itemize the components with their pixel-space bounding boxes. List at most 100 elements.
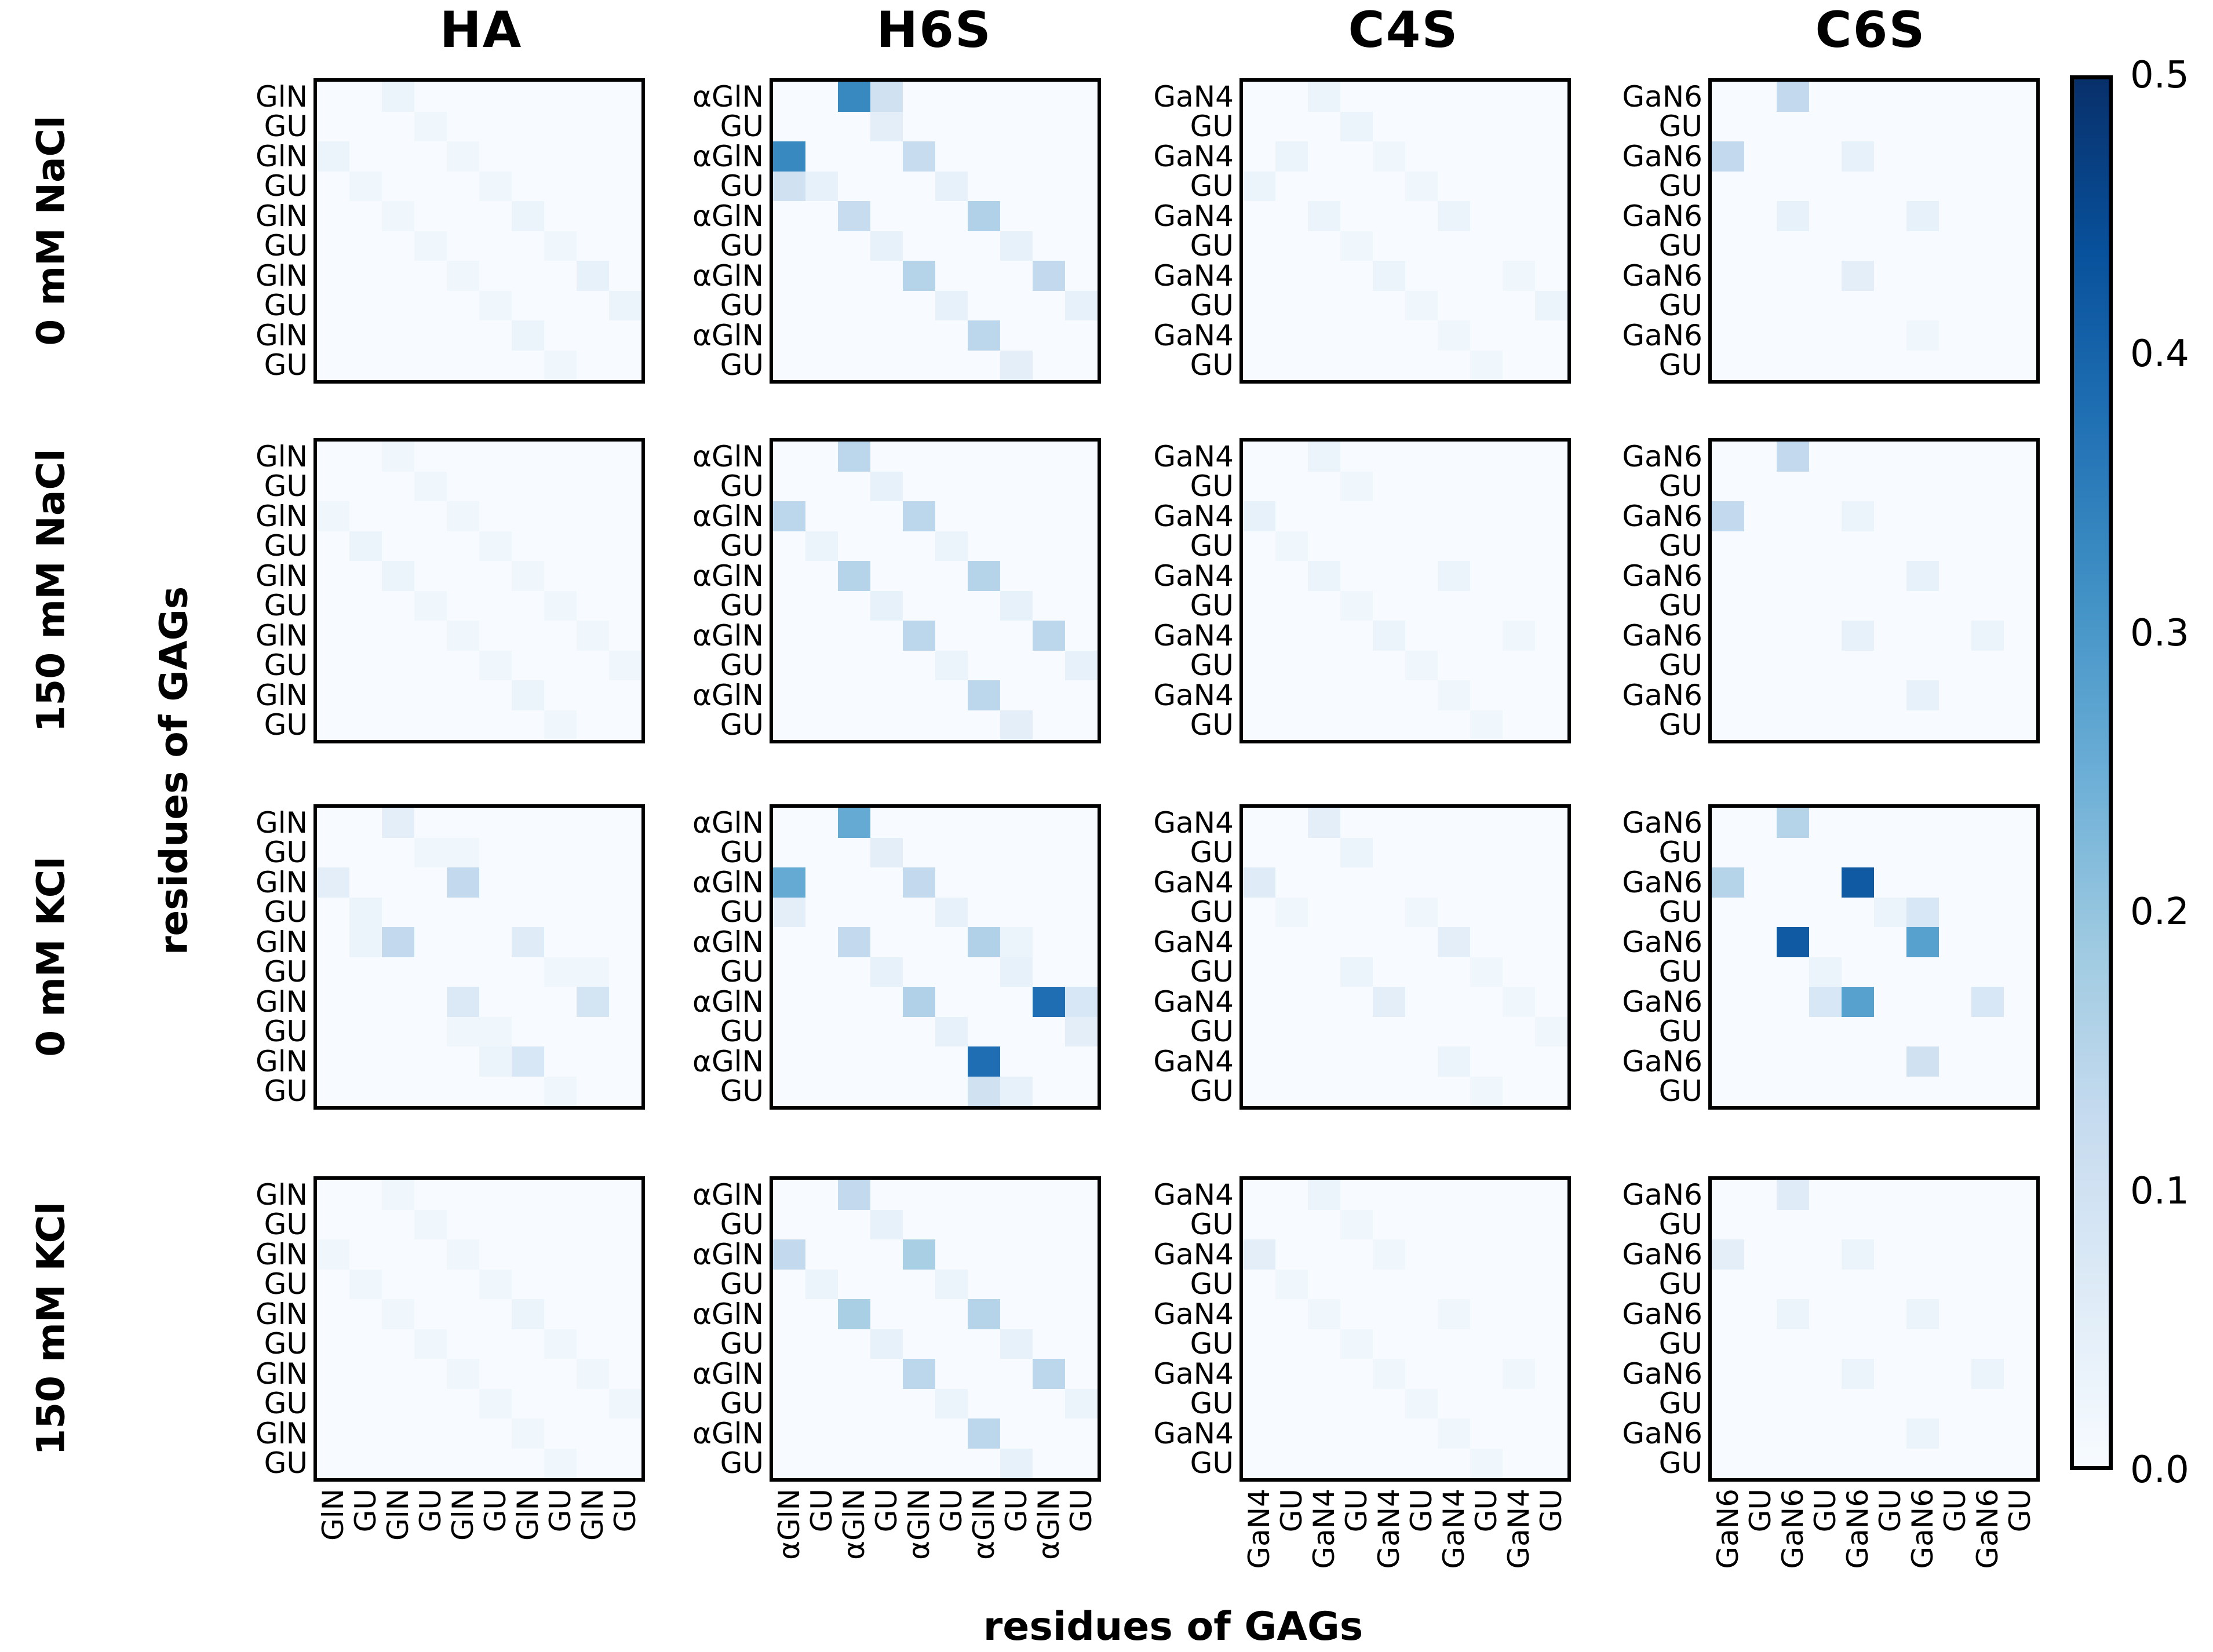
heatmap-cell — [382, 1359, 414, 1389]
heatmap-cell — [1340, 927, 1373, 957]
heatmap-cell — [577, 1239, 609, 1270]
heatmap-cell — [577, 957, 609, 987]
y-tick-label: GU — [264, 229, 308, 263]
heatmap-cell — [1744, 531, 1777, 561]
heatmap-cell — [1971, 290, 2004, 320]
heatmap-cell — [1438, 561, 1470, 591]
heatmap-cell — [1744, 290, 1777, 320]
heatmap-cell — [903, 680, 935, 710]
heatmap-cell — [1906, 1239, 1939, 1270]
heatmap-cell — [2004, 231, 2036, 261]
y-tick-label: GU — [720, 1015, 764, 1049]
heatmap-cell — [1712, 927, 1744, 957]
heatmap-cell — [1535, 261, 1567, 291]
heatmap-cell — [414, 442, 447, 472]
heatmap-cell — [1340, 1329, 1373, 1359]
heatmap-cell — [447, 1418, 479, 1449]
y-tick-label: GU — [264, 1267, 308, 1301]
heatmap-cell — [773, 957, 805, 987]
y-tick-label: GaN4 — [1153, 925, 1234, 959]
heatmap-cell — [1065, 1299, 1098, 1329]
heatmap-cell — [1906, 82, 1939, 112]
heatmap-cell — [447, 1329, 479, 1359]
heatmap-cell — [1971, 1329, 2004, 1359]
heatmap-cell — [773, 1180, 805, 1210]
y-tick-label: GU — [264, 648, 308, 683]
heatmap-cell — [1470, 621, 1503, 651]
heatmap-cell — [1470, 561, 1503, 591]
column-title-ha: HA — [439, 1, 523, 59]
heatmap-cell — [805, 1359, 838, 1389]
heatmap-cell — [317, 1239, 349, 1270]
heatmap-cell — [1340, 1269, 1373, 1299]
x-tick-label: GU — [1534, 1489, 1568, 1533]
heatmap-cell — [1373, 261, 1405, 291]
heatmap-cell — [1065, 201, 1098, 231]
heatmap-cell — [870, 171, 903, 201]
heatmap-cell — [1744, 1359, 1777, 1389]
heatmap-cell — [1809, 171, 1842, 201]
heatmap-cell — [1033, 501, 1065, 531]
heatmap-cell — [1874, 141, 1906, 172]
heatmap-cell — [1308, 290, 1340, 320]
heatmap-cell — [1971, 561, 2004, 591]
heatmap-cell — [773, 320, 805, 351]
heatmap-cell — [1308, 1269, 1340, 1299]
y-tick-label: GaN4 — [1153, 1356, 1234, 1391]
heatmap-cell — [1906, 171, 1939, 201]
heatmap-cell — [1373, 1448, 1405, 1478]
y-tick-label: GaN6 — [1622, 1356, 1702, 1391]
heatmap-cell — [1971, 350, 2004, 380]
heatmap-cell — [1777, 320, 1809, 351]
heatmap-cell — [1275, 837, 1308, 867]
y-tick-label: GU — [1658, 169, 1702, 203]
heatmap-cell — [1535, 1418, 1567, 1449]
heatmap-cell — [609, 1076, 641, 1106]
heatmap-cell — [479, 320, 512, 351]
heatmap-cell — [1939, 320, 1971, 351]
heatmap-cell — [447, 897, 479, 927]
heatmap-cell — [1438, 867, 1470, 898]
heatmap-cell — [1373, 1016, 1405, 1046]
heatmap-cell — [1033, 1329, 1065, 1359]
y-tick-label: GlN — [255, 678, 308, 712]
heatmap-cell — [1405, 650, 1438, 680]
heatmap-cell — [1065, 1016, 1098, 1046]
y-tick-label: GU — [720, 1387, 764, 1421]
heatmap-cell — [1308, 1180, 1340, 1210]
heatmap-cell — [479, 561, 512, 591]
heatmap-cell — [1000, 1239, 1033, 1270]
y-tick-label: GlN — [255, 865, 308, 899]
row-label-150mm-nacl: 150 mM NaCl — [28, 448, 74, 732]
heatmap-cell — [1971, 621, 2004, 651]
heatmap-cell — [968, 1329, 1000, 1359]
heatmap-cell — [1308, 590, 1340, 621]
heatmap-cell — [414, 1299, 447, 1329]
heatmap-cell — [2004, 1046, 2036, 1077]
heatmap-cell — [903, 201, 935, 231]
heatmap-cell — [1809, 1239, 1842, 1270]
y-tick-label: GU — [1190, 469, 1234, 504]
heatmap-cell — [1777, 1418, 1809, 1449]
heatmap-cell — [577, 171, 609, 201]
heatmap-cell — [609, 501, 641, 531]
heatmap-cell — [317, 82, 349, 112]
heatmap-cell — [838, 957, 870, 987]
heatmap-cell — [1535, 501, 1567, 531]
heatmap-cell — [447, 261, 479, 291]
heatmap-cell — [1065, 1448, 1098, 1478]
heatmap-cell — [512, 1209, 544, 1239]
heatmap-cell — [1906, 141, 1939, 172]
heatmap-cell — [1906, 650, 1939, 680]
heatmap-cell — [1906, 1448, 1939, 1478]
heatmap-cell — [838, 837, 870, 867]
heatmap-cell — [1373, 957, 1405, 987]
heatmap-cell — [1033, 171, 1065, 201]
x-tick-label: GU — [1340, 1489, 1373, 1533]
heatmap-cell — [609, 1046, 641, 1077]
heatmap-cell — [1275, 471, 1308, 501]
heatmap-cell — [838, 1359, 870, 1389]
heatmap-cell — [544, 1016, 577, 1046]
heatmap-cell — [870, 501, 903, 531]
heatmap-cell — [935, 1448, 968, 1478]
